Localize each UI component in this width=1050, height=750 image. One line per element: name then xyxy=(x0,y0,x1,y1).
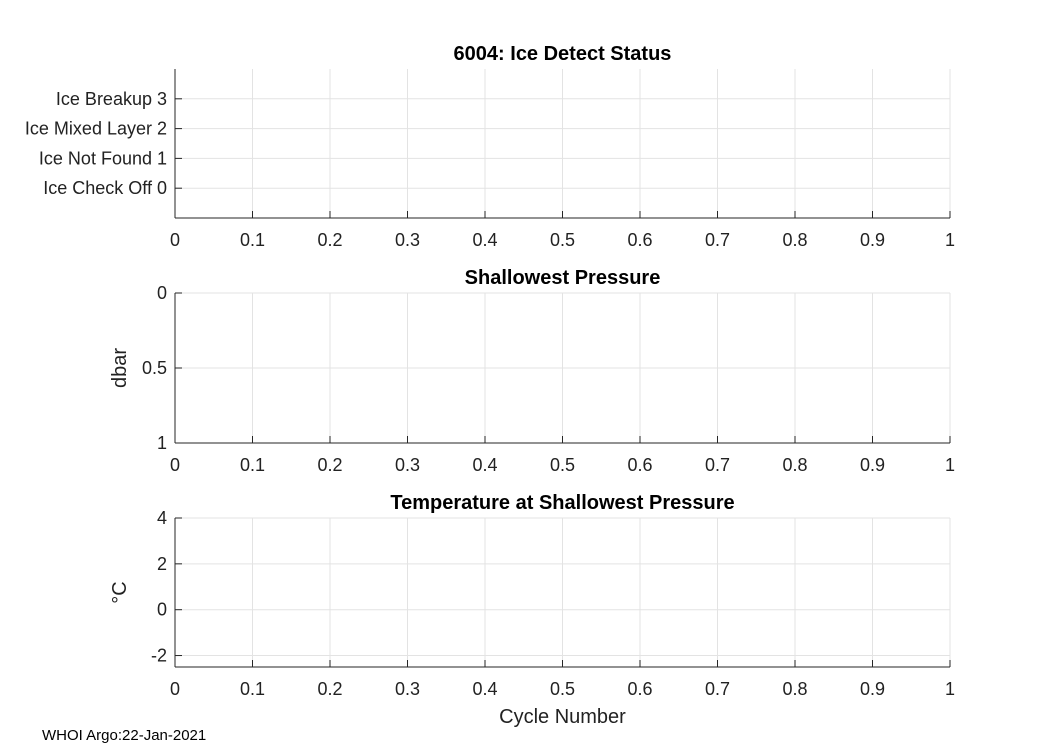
x-tick-label: 0.4 xyxy=(472,455,497,475)
x-tick-label: 0.7 xyxy=(705,679,730,699)
x-tick-label: 0.2 xyxy=(317,230,342,250)
x-tick-label: 0.5 xyxy=(550,230,575,250)
chart-title: 6004: Ice Detect Status xyxy=(454,43,672,65)
x-axis-label: Cycle Number xyxy=(499,706,626,728)
y-tick-label: Ice Check Off 0 xyxy=(43,178,167,198)
x-tick-label: 1 xyxy=(945,455,955,475)
x-tick-label: 0.8 xyxy=(782,230,807,250)
x-tick-label: 0.7 xyxy=(705,455,730,475)
x-tick-label: 0.3 xyxy=(395,455,420,475)
x-tick-label: 0.6 xyxy=(627,679,652,699)
y-tick-label: Ice Mixed Layer 2 xyxy=(25,119,167,139)
x-tick-label: 0.3 xyxy=(395,679,420,699)
x-tick-label: 0.2 xyxy=(317,455,342,475)
x-tick-label: 0.1 xyxy=(240,230,265,250)
y-tick-label: 2 xyxy=(157,554,167,574)
x-tick-label: 0.8 xyxy=(782,679,807,699)
y-tick-label: Ice Breakup 3 xyxy=(56,89,167,109)
y-tick-label: 4 xyxy=(157,508,167,528)
x-tick-label: 0.5 xyxy=(550,679,575,699)
chart-title: Temperature at Shallowest Pressure xyxy=(390,492,734,514)
x-tick-label: 0 xyxy=(170,455,180,475)
x-tick-label: 0.2 xyxy=(317,679,342,699)
y-tick-label: 0 xyxy=(157,600,167,620)
x-tick-label: 0.4 xyxy=(472,679,497,699)
x-tick-label: 0.1 xyxy=(240,679,265,699)
x-tick-label: 0.3 xyxy=(395,230,420,250)
y-tick-label: -2 xyxy=(151,646,167,666)
x-tick-label: 1 xyxy=(945,679,955,699)
y-tick-label: 0.5 xyxy=(142,358,167,378)
x-tick-label: 0.8 xyxy=(782,455,807,475)
x-tick-label: 0.9 xyxy=(860,679,885,699)
x-tick-label: 0.1 xyxy=(240,455,265,475)
y-tick-label: Ice Not Found 1 xyxy=(39,148,167,168)
x-tick-label: 0 xyxy=(170,679,180,699)
x-tick-label: 0.6 xyxy=(627,455,652,475)
y-axis-label: dbar xyxy=(109,348,131,388)
y-tick-label: 0 xyxy=(157,283,167,303)
x-tick-label: 0.9 xyxy=(860,230,885,250)
y-tick-label: 1 xyxy=(157,433,167,453)
x-tick-label: 0.7 xyxy=(705,230,730,250)
x-tick-label: 0.6 xyxy=(627,230,652,250)
x-tick-label: 0 xyxy=(170,230,180,250)
x-tick-label: 0.4 xyxy=(472,230,497,250)
x-tick-label: 1 xyxy=(945,230,955,250)
x-tick-label: 0.9 xyxy=(860,455,885,475)
footer-credit: WHOI Argo:22-Jan-2021 xyxy=(42,727,207,744)
chart-title: Shallowest Pressure xyxy=(465,267,661,289)
y-axis-label: °C xyxy=(109,581,131,603)
x-tick-label: 0.5 xyxy=(550,455,575,475)
